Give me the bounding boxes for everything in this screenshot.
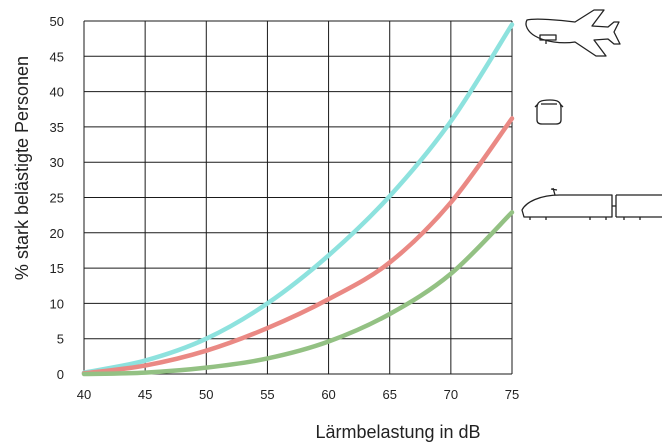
y-tick-label: 45 (50, 49, 64, 64)
train-icon (521, 187, 662, 220)
x-axis-ticks: 40 45 50 55 60 65 70 75 (77, 387, 519, 402)
y-tick-label: 40 (50, 85, 64, 100)
y-axis-title: % stark belästigte Personen (12, 56, 32, 280)
y-tick-label: 50 (50, 14, 64, 29)
y-tick-label: 35 (50, 120, 64, 135)
x-tick-label: 75 (505, 387, 519, 402)
y-tick-label: 15 (50, 261, 64, 276)
y-tick-label: 0 (57, 367, 64, 382)
x-tick-label: 45 (138, 387, 152, 402)
x-tick-label: 60 (321, 387, 335, 402)
x-tick-label: 65 (382, 387, 396, 402)
series-lines (81, 22, 515, 377)
series-line-airplane (81, 22, 515, 375)
y-tick-label: 30 (50, 155, 64, 170)
series-line-train (81, 210, 515, 377)
grid (83, 20, 513, 375)
x-axis-title: Lärmbelastung in dB (315, 422, 480, 442)
x-tick-label: 40 (77, 387, 91, 402)
series-line-car (81, 116, 515, 376)
airplane-icon (525, 9, 621, 57)
x-tick-label: 55 (260, 387, 274, 402)
y-tick-label: 20 (50, 226, 64, 241)
x-tick-label: 70 (444, 387, 458, 402)
y-tick-label: 25 (50, 191, 64, 206)
x-tick-label: 50 (199, 387, 213, 402)
y-tick-label: 5 (57, 332, 64, 347)
y-axis-ticks: 0 5 10 15 20 25 30 35 40 45 50 (50, 14, 64, 382)
car-icon (534, 99, 564, 125)
y-tick-label: 10 (50, 296, 64, 311)
